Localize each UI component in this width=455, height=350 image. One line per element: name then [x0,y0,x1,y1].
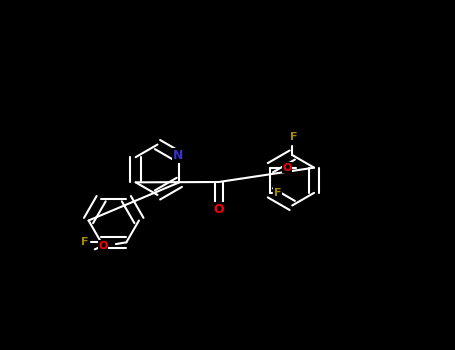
Text: F: F [273,188,281,198]
Text: O: O [98,241,107,251]
Text: O: O [213,203,224,216]
Text: O: O [283,163,292,173]
Text: F: F [81,237,88,247]
Text: F: F [290,132,298,141]
Text: N: N [172,149,183,162]
